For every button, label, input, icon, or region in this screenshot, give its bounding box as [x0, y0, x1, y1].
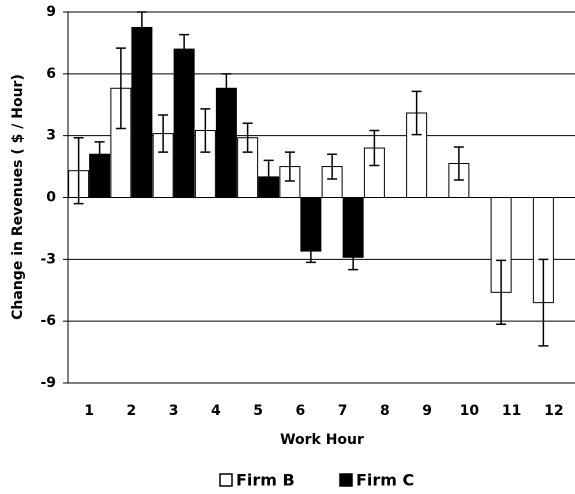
y-tick-label: -3: [40, 251, 56, 267]
x-tick-label: 3: [169, 403, 179, 419]
error-bar: [538, 258, 549, 347]
error-bar: [242, 122, 253, 153]
x-tick-label: 5: [253, 403, 263, 419]
error-bar: [115, 47, 126, 130]
x-tick-label: 7: [338, 403, 348, 419]
x-tick-label: 10: [460, 403, 480, 419]
x-axis-label: Work Hour: [280, 432, 364, 448]
error-bar: [263, 159, 274, 195]
error-bar: [200, 108, 211, 153]
bar: [215, 87, 237, 198]
legend-swatch: [339, 473, 353, 487]
legend-swatch: [219, 473, 233, 487]
x-tick-label: 1: [84, 403, 94, 419]
x-tick-label: 6: [296, 403, 306, 419]
y-axis-label: Change in Revenues ( $ / Hour): [10, 74, 26, 320]
error-bar: [179, 33, 190, 65]
bar: [173, 48, 195, 198]
error-bar: [73, 136, 84, 205]
y-tick-label: 0: [46, 190, 56, 206]
error-bar: [158, 114, 169, 153]
error-bar: [369, 129, 380, 167]
x-tick-label: 4: [211, 403, 221, 419]
x-tick-label: 8: [380, 403, 390, 419]
error-bar: [136, 11, 147, 44]
error-bar: [453, 146, 464, 181]
error-bar: [94, 141, 105, 168]
error-bar: [496, 259, 507, 326]
error-bar: [284, 151, 295, 182]
x-tick-label: 12: [544, 403, 563, 419]
error-bar: [327, 153, 338, 180]
y-tick-label: 9: [46, 4, 56, 20]
legend-label: Firm C: [356, 471, 414, 490]
bar: [131, 26, 153, 199]
error-bar: [411, 90, 422, 136]
x-tick-label: 9: [422, 403, 432, 419]
legend-label: Firm B: [236, 471, 295, 490]
error-bar: [221, 73, 232, 104]
y-tick-label: -9: [40, 375, 56, 391]
y-tick-label: 3: [46, 128, 56, 144]
error-bar: [348, 244, 359, 271]
x-tick-label: 2: [127, 403, 137, 419]
x-tick-label: 11: [502, 403, 521, 419]
y-tick-label: 6: [46, 66, 56, 82]
error-bar: [305, 239, 316, 264]
y-tick-label: -6: [40, 313, 56, 329]
